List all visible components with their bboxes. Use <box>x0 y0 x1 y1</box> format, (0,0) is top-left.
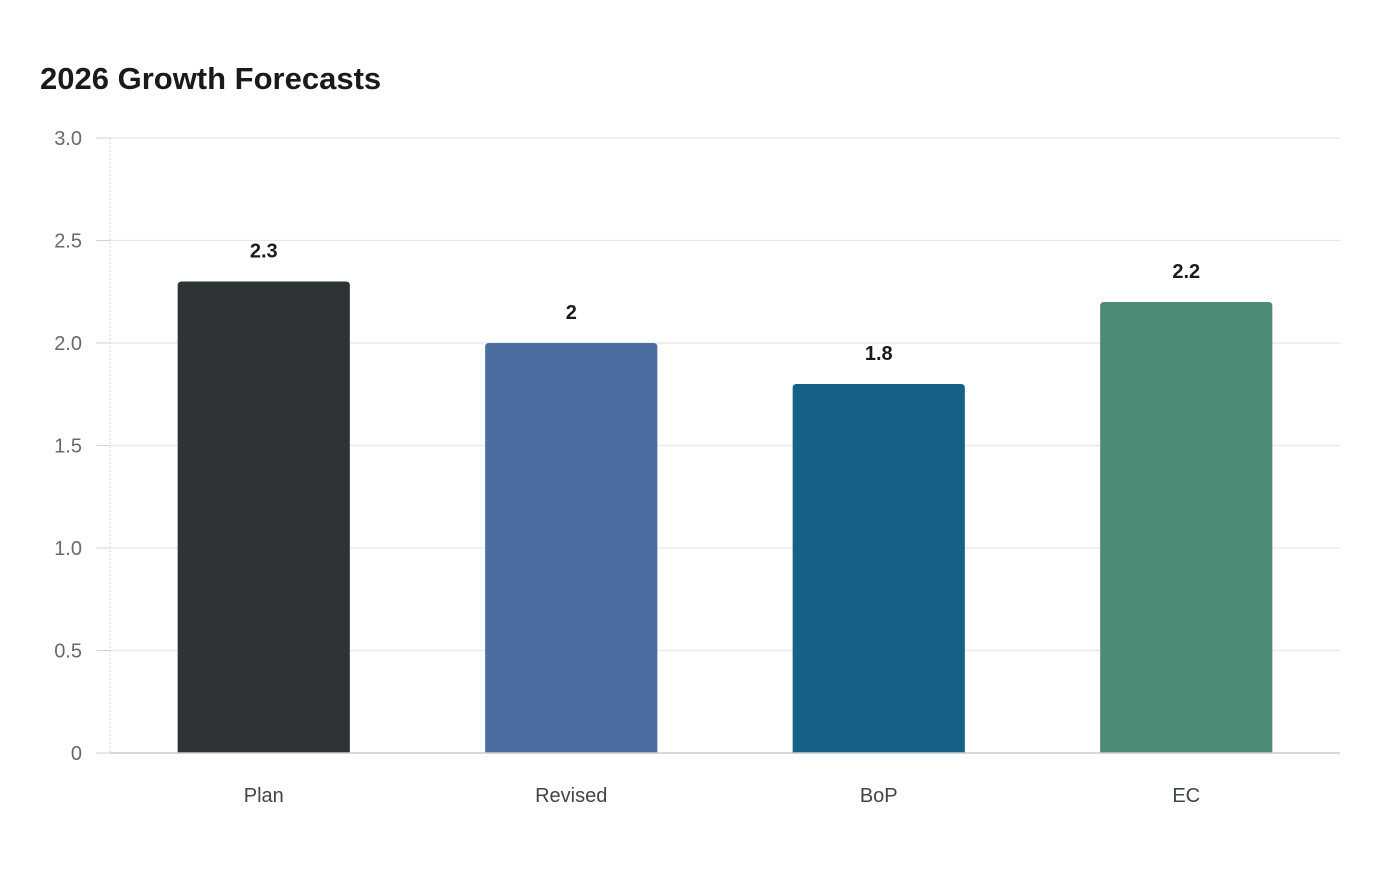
x-axis-ticks: Plan Revised BoP EC <box>244 785 1200 807</box>
data-labels: 2.3 2 1.8 2.2 <box>250 241 1200 366</box>
y-tick-label: 2.5 <box>54 231 82 253</box>
bar-bop <box>792 384 965 753</box>
x-tick-label: Revised <box>535 785 607 807</box>
y-tick-label: 3.0 <box>54 128 82 150</box>
y-tick-label: 0.5 <box>54 641 82 663</box>
data-label: 2 <box>566 302 577 324</box>
chart-title: 2026 Growth Forecasts <box>40 61 382 96</box>
y-tick-label: 0 <box>71 743 82 765</box>
x-tick-label: Plan <box>244 785 284 807</box>
bar-revised <box>485 343 658 753</box>
y-tick-label: 1.0 <box>54 538 82 560</box>
data-label: 1.8 <box>865 343 893 365</box>
bar-ec <box>1100 302 1273 753</box>
x-tick-label: EC <box>1172 785 1200 807</box>
y-axis-ticks: 0 0.5 1.0 1.5 2.0 2.5 3.0 <box>54 128 110 765</box>
data-label: 2.2 <box>1172 261 1200 283</box>
bar-plan <box>177 281 350 753</box>
y-tick-label: 2.0 <box>54 333 82 355</box>
bars <box>177 281 1273 753</box>
x-tick-label: BoP <box>860 785 898 807</box>
y-tick-label: 1.5 <box>54 436 82 458</box>
data-label: 2.3 <box>250 241 278 263</box>
